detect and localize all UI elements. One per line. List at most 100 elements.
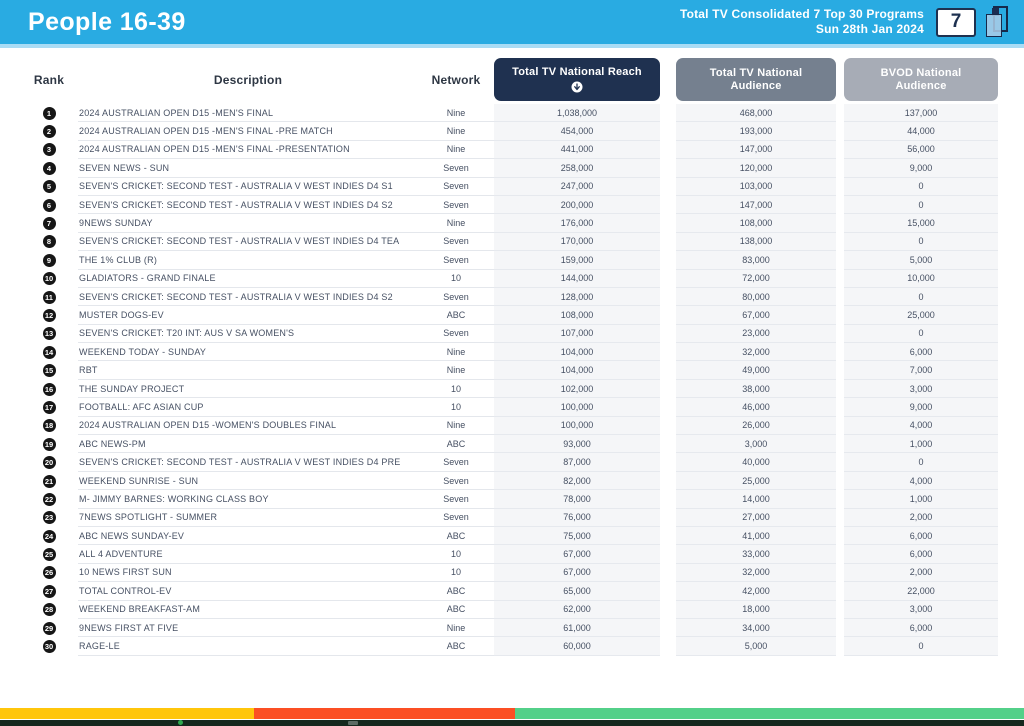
network-value: Seven xyxy=(418,251,494,270)
rank-cell: 28 xyxy=(20,601,78,619)
network-value: ABC xyxy=(418,527,494,546)
network-value: Seven xyxy=(418,233,494,252)
reach-header-label: Total TV National Reach xyxy=(512,66,642,78)
bvod-value: 6,000 xyxy=(844,618,998,638)
rank-cell: 17 xyxy=(20,398,78,416)
table-row: 3 2024 AUSTRALIAN OPEN D15 -MEN'S FINAL -… xyxy=(20,140,1024,160)
bvod-value: 9,000 xyxy=(844,159,998,178)
program-description: 2024 AUSTRALIAN OPEN D15 -MEN'S FINAL -P… xyxy=(78,122,418,141)
audience-value: 18,000 xyxy=(676,600,836,619)
rank-badge: 24 xyxy=(42,529,56,543)
reach-value: 159,000 xyxy=(494,251,660,270)
table-body: 1 2024 AUSTRALIAN OPEN D15 -MEN'S FINAL Ni… xyxy=(0,104,1024,656)
rank-badge: 14 xyxy=(42,345,56,359)
reach-value: 176,000 xyxy=(494,214,660,233)
rank-cell: 13 xyxy=(20,325,78,343)
rank-cell: 22 xyxy=(20,490,78,508)
program-description: SEVEN'S CRICKET: SECOND TEST - AUSTRALIA… xyxy=(78,178,418,196)
network-value: Nine xyxy=(418,122,494,141)
reach-value: 100,000 xyxy=(494,416,660,436)
column-gap xyxy=(660,398,676,416)
column-header-audience[interactable]: Total TV National Audience xyxy=(676,58,836,101)
rank-badge: 8 xyxy=(42,235,56,249)
reach-value: 200,000 xyxy=(494,195,660,215)
rank-cell: 25 xyxy=(20,545,78,563)
network-value: ABC xyxy=(418,637,494,656)
audience-value: 33,000 xyxy=(676,545,836,564)
program-description: ABC NEWS-PM xyxy=(78,435,418,454)
audience-header-label: Total TV National Audience xyxy=(709,66,803,92)
reach-value: 104,000 xyxy=(494,343,660,362)
rank-cell: 1 xyxy=(20,104,78,122)
rank-badge: 3 xyxy=(42,143,56,157)
rank-cell: 10 xyxy=(20,270,78,288)
rank-cell: 30 xyxy=(20,637,78,655)
column-gap xyxy=(836,417,844,435)
audience-value: 32,000 xyxy=(676,343,836,362)
column-gap xyxy=(660,545,676,563)
clipboard-icon[interactable] xyxy=(984,5,1010,39)
column-header-bvod[interactable]: BVOD National Audience xyxy=(844,58,998,101)
network-value: Nine xyxy=(418,619,494,638)
audience-value: 147,000 xyxy=(676,195,836,215)
clipboard-front-page xyxy=(986,14,1002,37)
column-gap xyxy=(660,306,676,324)
bvod-value: 4,000 xyxy=(844,416,998,436)
rank-badge: 26 xyxy=(42,566,56,580)
reach-value: 87,000 xyxy=(494,453,660,472)
rank-cell: 4 xyxy=(20,159,78,177)
column-gap xyxy=(836,306,844,324)
network-value: Nine xyxy=(418,417,494,436)
program-description: FOOTBALL: AFC ASIAN CUP xyxy=(78,398,418,417)
rank-cell: 19 xyxy=(20,435,78,453)
column-gap xyxy=(660,288,676,306)
program-description: SEVEN'S CRICKET: T20 INT: AUS V SA WOMEN… xyxy=(78,325,418,344)
network-value: Seven xyxy=(418,509,494,527)
table-row: 7 9NEWS SUNDAY Nine 176,000 108,000 15,000 xyxy=(20,214,1024,233)
table-row: 15 RBT Nine 104,000 49,000 7,000 xyxy=(20,361,1024,380)
bvod-value: 2,000 xyxy=(844,563,998,583)
rank-cell: 29 xyxy=(20,619,78,637)
column-gap xyxy=(836,288,844,306)
rank-cell: 16 xyxy=(20,380,78,398)
rank-cell: 21 xyxy=(20,472,78,490)
clipboard-clip xyxy=(992,8,999,16)
column-header-reach[interactable]: Total TV National Reach xyxy=(494,58,660,101)
reach-value: 93,000 xyxy=(494,435,660,454)
table-row: 19 ABC NEWS-PM ABC 93,000 3,000 1,000 xyxy=(20,435,1024,454)
table-row: 24 ABC NEWS SUNDAY-EV ABC 75,000 41,000 6,000 xyxy=(20,526,1024,546)
column-header-rank: Rank xyxy=(33,72,65,87)
table-row: 25 ALL 4 ADVENTURE 10 67,000 33,000 6,000 xyxy=(20,545,1024,564)
rank-badge: 15 xyxy=(42,364,56,378)
bvod-value: 0 xyxy=(844,195,998,215)
reach-value: 454,000 xyxy=(494,122,660,141)
rank-badge: 10 xyxy=(42,272,56,286)
program-description: 9NEWS FIRST AT FIVE xyxy=(78,619,418,638)
bvod-value: 0 xyxy=(844,324,998,344)
column-gap xyxy=(836,233,844,251)
column-gap xyxy=(836,582,844,600)
page-number: 7 xyxy=(950,11,962,32)
reach-value: 102,000 xyxy=(494,379,660,399)
reach-value: 61,000 xyxy=(494,618,660,638)
bvod-value: 25,000 xyxy=(844,306,998,325)
table-row: 12 MUSTER DOGS-EV ABC 108,000 67,000 25,000 xyxy=(20,306,1024,325)
rank-badge: 30 xyxy=(42,640,56,654)
bvod-value: 7,000 xyxy=(844,361,998,380)
table-row: 20 SEVEN'S CRICKET: SECOND TEST - AUSTRAL… xyxy=(20,453,1024,472)
reach-value: 1,038,000 xyxy=(494,104,660,123)
rank-cell: 11 xyxy=(20,288,78,306)
table-row: 16 THE SUNDAY PROJECT 10 102,000 38,000 3,000 xyxy=(20,379,1024,399)
audience-value: 67,000 xyxy=(676,306,836,325)
column-gap xyxy=(660,509,676,527)
program-description: SEVEN'S CRICKET: SECOND TEST - AUSTRALIA… xyxy=(78,196,418,215)
rank-badge: 16 xyxy=(42,382,56,396)
column-header-network: Network xyxy=(431,72,481,87)
table-row: 21 WEEKEND SUNRISE - SUN Seven 82,000 25,000… xyxy=(20,471,1024,491)
header-bar: People 16-39 Total TV Consolidated 7 Top… xyxy=(0,0,1024,44)
rank-badge: 20 xyxy=(42,456,56,470)
table-row: 4 SEVEN NEWS - SUN Seven 258,000 120,000 9,00… xyxy=(20,159,1024,178)
table-row: 29 9NEWS FIRST AT FIVE Nine 61,000 34,000 6,0… xyxy=(20,618,1024,638)
rank-cell: 23 xyxy=(20,509,78,527)
reach-value: 107,000 xyxy=(494,324,660,344)
